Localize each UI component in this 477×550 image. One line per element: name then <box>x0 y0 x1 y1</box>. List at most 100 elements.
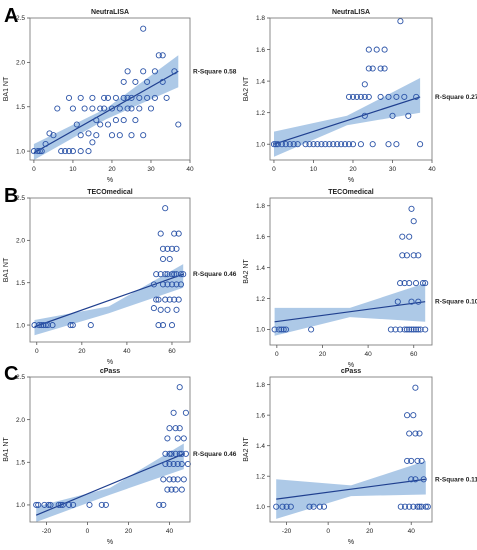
y-tick-label: 2.5 <box>16 15 25 22</box>
data-point <box>290 141 297 148</box>
data-point <box>156 501 163 508</box>
data-point <box>153 271 160 278</box>
data-point <box>353 93 360 100</box>
data-point <box>162 271 169 278</box>
data-point <box>175 230 182 237</box>
data-point <box>410 326 417 333</box>
data-point <box>392 326 399 333</box>
y-tick-label: 1.5 <box>16 104 25 111</box>
data-point <box>401 93 408 100</box>
data-point <box>408 205 415 212</box>
x-tick-label: 20 <box>319 351 327 358</box>
data-point <box>38 322 45 329</box>
x-tick-label: 20 <box>349 166 357 173</box>
data-point <box>172 486 179 493</box>
data-point <box>397 326 404 333</box>
data-point <box>180 271 187 278</box>
data-point <box>345 141 353 148</box>
data-point <box>272 141 279 148</box>
data-point <box>173 271 180 278</box>
y-axis-label: BA2 NT <box>243 259 250 284</box>
data-point <box>70 501 77 508</box>
data-point <box>330 141 337 148</box>
data-point <box>416 503 423 510</box>
data-point <box>417 326 424 333</box>
data-point <box>405 112 412 119</box>
data-point <box>415 298 422 305</box>
data-point <box>163 94 170 101</box>
r-square-annotation: R-Square 0.10 <box>435 299 477 306</box>
chart-panel-2: 0 10 20 30 40 1.0 1.2 1.4 1.6 1.8 NeutraLISA% BA2 N… <box>243 9 477 184</box>
data-point <box>170 476 177 483</box>
data-point <box>120 94 127 101</box>
y-tick-label: 1.2 <box>256 296 265 303</box>
chart-panel-4: 0 20 40 60 1.0 1.2 1.4 1.6 1.8 TECOmedical% BA2 NT… <box>243 189 477 369</box>
data-point <box>410 503 417 510</box>
data-point <box>67 322 74 329</box>
confidence-band <box>274 283 426 336</box>
data-point <box>89 105 96 112</box>
x-tick-label: 0 <box>35 348 39 355</box>
data-point <box>294 141 301 148</box>
data-point <box>286 141 293 148</box>
data-point <box>170 460 177 468</box>
data-point <box>176 384 183 391</box>
y-tick-label: 1.8 <box>256 382 265 389</box>
data-point <box>120 117 127 124</box>
data-point <box>164 306 171 313</box>
data-point <box>182 409 189 416</box>
data-point <box>278 141 285 148</box>
data-point <box>394 298 401 305</box>
data-point <box>81 105 88 112</box>
data-point <box>385 93 392 100</box>
data-point <box>155 296 162 303</box>
data-point <box>401 326 408 333</box>
data-point <box>399 233 406 240</box>
data-point <box>381 65 388 72</box>
plot-frame <box>29 376 191 523</box>
data-point <box>365 65 372 72</box>
data-point <box>176 425 183 432</box>
data-point <box>104 121 112 128</box>
fit-line <box>34 273 184 328</box>
data-point <box>168 450 175 457</box>
fit-line <box>274 301 426 323</box>
data-point <box>174 476 181 483</box>
y-tick-label: 1.4 <box>256 78 265 85</box>
y-tick-label: 1.0 <box>16 502 25 509</box>
data-point <box>422 280 429 287</box>
data-point <box>151 94 158 101</box>
data-point <box>89 94 96 101</box>
fit-line <box>33 70 179 154</box>
data-point <box>177 281 185 288</box>
data-point <box>171 230 178 237</box>
y-axis-label: BA1 NT <box>3 76 10 101</box>
data-point <box>144 78 151 85</box>
panel-letter-c: C <box>4 363 18 385</box>
confidence-band <box>276 460 426 519</box>
confidence-band <box>274 78 421 157</box>
x-tick-label: 40 <box>408 528 416 535</box>
y-tick-label: 1.6 <box>256 47 265 54</box>
data-point <box>412 476 419 483</box>
data-point <box>373 46 380 53</box>
x-tick-label: 40 <box>166 528 174 535</box>
data-point <box>35 501 42 508</box>
data-point <box>175 296 182 303</box>
data-point <box>415 326 422 333</box>
data-point <box>168 322 176 329</box>
data-point <box>93 117 100 124</box>
data-point <box>410 412 417 419</box>
data-point <box>159 255 167 263</box>
chart-title: cPass <box>341 368 361 375</box>
data-point <box>397 503 404 510</box>
data-point <box>159 245 167 252</box>
data-point <box>157 271 164 278</box>
data-point <box>65 94 73 101</box>
x-tick-label: 30 <box>389 166 397 173</box>
data-point <box>85 130 92 137</box>
data-point <box>132 117 139 124</box>
plot-frame <box>29 197 191 343</box>
data-point <box>403 326 410 333</box>
